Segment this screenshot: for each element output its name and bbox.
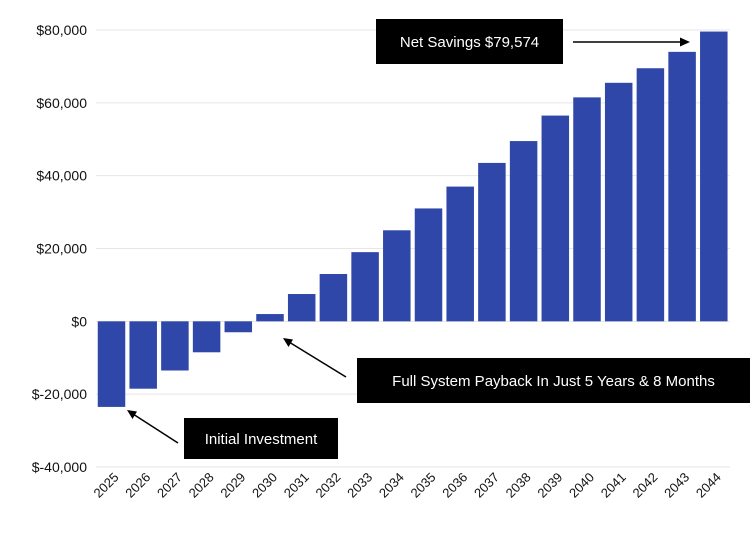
bar-2044 <box>700 31 728 322</box>
bar-2043 <box>668 51 696 322</box>
bar-2031 <box>287 294 316 322</box>
x-tick-label: 2038 <box>503 470 534 501</box>
x-tick-label: 2032 <box>312 470 343 501</box>
bar-2042 <box>636 68 665 322</box>
y-tick-label: $80,000 <box>36 22 87 38</box>
x-tick-label: 2033 <box>344 470 375 501</box>
y-axis-ticks: $80,000 $60,000 $40,000 $20,000 $0 $-20,000 $-… <box>32 22 87 475</box>
x-tick-label: 2039 <box>534 470 565 501</box>
bar-2033 <box>351 252 379 322</box>
y-tick-label: $-20,000 <box>32 386 87 402</box>
bar-2027 <box>161 321 189 371</box>
net-savings-arrowhead <box>680 37 690 47</box>
net-savings-callout-box <box>376 19 563 64</box>
x-tick-label: 2026 <box>122 470 153 501</box>
payback-callout-box <box>357 358 750 403</box>
bar-2039 <box>541 115 570 322</box>
payback-label: Full System Payback In Just 5 Years & 8 … <box>392 373 715 390</box>
x-tick-label: 2042 <box>629 470 660 501</box>
y-tick-label: $20,000 <box>36 241 87 257</box>
bar-2029 <box>224 321 253 333</box>
y-tick-label: $0 <box>71 313 87 329</box>
x-tick-label: 2025 <box>91 470 122 501</box>
bar-2030 <box>256 314 284 322</box>
bar-2041 <box>604 82 633 322</box>
payback-callout: Full System Payback In Just 5 Years & 8 … <box>283 338 750 403</box>
initial-investment-callout-box <box>184 418 338 459</box>
bar-2037 <box>478 162 506 322</box>
x-tick-label: 2034 <box>376 470 407 501</box>
bar-2025 <box>97 321 126 407</box>
x-tick-label: 2036 <box>439 470 470 501</box>
initial-investment-label: Initial Investment <box>205 431 318 448</box>
x-axis-ticks: 2025 2026 2027 2028 2029 2030 2031 2032 2033 2034… <box>91 470 724 501</box>
bar-2038 <box>509 141 538 322</box>
bar-2034 <box>383 230 411 322</box>
x-tick-label: 2028 <box>186 470 217 501</box>
bar-2028 <box>192 321 221 353</box>
y-tick-label: $40,000 <box>36 168 87 184</box>
x-tick-label: 2035 <box>408 470 439 501</box>
net-savings-label: Net Savings $79,574 <box>400 34 539 51</box>
x-tick-label: 2031 <box>281 470 312 501</box>
initial-investment-arrow <box>132 413 179 444</box>
x-tick-label: 2027 <box>154 470 185 501</box>
y-tick-label: $60,000 <box>36 95 87 111</box>
bar-2032 <box>319 273 348 322</box>
bars <box>97 31 728 407</box>
payback-arrow <box>288 341 347 378</box>
x-tick-label: 2030 <box>249 470 280 501</box>
x-tick-label: 2041 <box>598 470 629 501</box>
x-tick-label: 2029 <box>217 470 248 501</box>
bar-2036 <box>446 186 474 322</box>
initial-investment-callout: Initial Investment <box>127 410 338 459</box>
bar-2035 <box>414 208 443 322</box>
initial-investment-arrowhead <box>127 410 137 419</box>
bar-2026 <box>129 321 157 389</box>
net-savings-callout: Net Savings $79,574 <box>376 19 690 64</box>
y-tick-label: $-40,000 <box>32 459 87 475</box>
x-tick-label: 2043 <box>661 470 692 501</box>
payback-arrowhead <box>283 338 293 347</box>
x-tick-label: 2040 <box>566 470 597 501</box>
x-tick-label: 2037 <box>471 470 502 501</box>
x-tick-label: 2044 <box>693 470 724 501</box>
bar-2040 <box>573 97 601 322</box>
